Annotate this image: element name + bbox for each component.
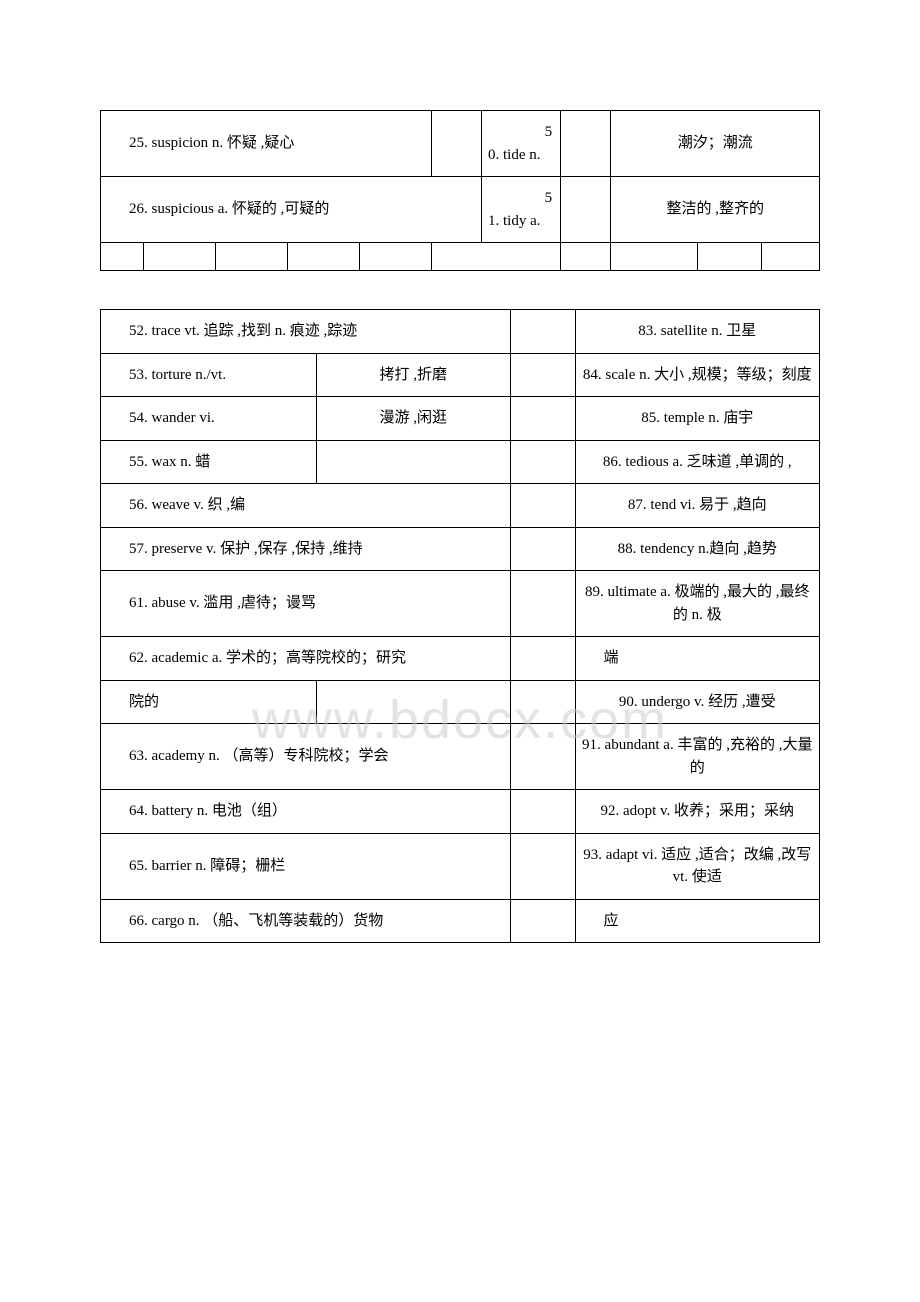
empty-cell — [561, 111, 611, 177]
vocab-cell: 66. cargo n. （船、飞机等装载的）货物 — [101, 899, 511, 943]
empty-cell — [561, 177, 611, 243]
vocab-cell: 89. ultimate a. 极端的 ,最大的 ,最终的 n. 极 — [575, 571, 819, 637]
vocab-cell: 88. tendency n.趋向 ,趋势 — [575, 527, 819, 571]
empty-cell — [510, 484, 575, 528]
vocab-cell: 84. scale n. 大小 ,规模；等级；刻度 — [575, 353, 819, 397]
vocab-cell: 5 0. tide n. — [482, 111, 561, 177]
vocab-cell: 90. undergo v. 经历 ,遭受 — [575, 680, 819, 724]
empty-cell — [510, 637, 575, 681]
empty-cell — [359, 243, 431, 271]
vocab-cell: 62. academic a. 学术的；高等院校的；研究 — [101, 637, 511, 681]
empty-cell — [510, 527, 575, 571]
empty-cell — [510, 833, 575, 899]
vocab-cell: 院的 — [101, 680, 317, 724]
empty-cell — [431, 111, 481, 177]
empty-cell — [431, 243, 560, 271]
vocab-cell: 57. preserve v. 保护 ,保存 ,保持 ,维持 — [101, 527, 511, 571]
table-row: 54. wander vi. 漫游 ,闲逛 85. temple n. 庙宇 — [101, 397, 820, 441]
vocab-cell: 整洁的 ,整齐的 — [611, 177, 820, 243]
table-row: 52. trace vt. 追踪 ,找到 n. 痕迹 ,踪迹 83. satel… — [101, 310, 820, 354]
empty-cell — [510, 790, 575, 834]
vocab-cell: 85. temple n. 庙宇 — [575, 397, 819, 441]
empty-cell — [216, 243, 288, 271]
vocab-cell: 潮汐；潮流 — [611, 111, 820, 177]
table-row: 53. torture n./vt. 拷打 ,折磨 84. scale n. 大… — [101, 353, 820, 397]
vocab-cell — [316, 440, 510, 484]
table-row — [101, 243, 820, 271]
table-row: 57. preserve v. 保护 ,保存 ,保持 ,维持 88. tende… — [101, 527, 820, 571]
empty-cell — [611, 243, 697, 271]
table-row: 院的 90. undergo v. 经历 ,遭受 — [101, 680, 820, 724]
word-text: 1. tidy a. — [488, 210, 554, 233]
vocab-cell: 65. barrier n. 障碍；栅栏 — [101, 833, 511, 899]
empty-cell — [510, 397, 575, 441]
vocab-cell: 53. torture n./vt. — [101, 353, 317, 397]
vocab-cell: 87. tend vi. 易于 ,趋向 — [575, 484, 819, 528]
vocab-table-2: 52. trace vt. 追踪 ,找到 n. 痕迹 ,踪迹 83. satel… — [100, 309, 820, 943]
empty-cell — [510, 571, 575, 637]
empty-cell — [510, 899, 575, 943]
empty-cell — [101, 243, 144, 271]
empty-cell — [510, 440, 575, 484]
table-row: 63. academy n. （高等）专科院校；学会 91. abundant … — [101, 724, 820, 790]
vocab-cell: 55. wax n. 蜡 — [101, 440, 317, 484]
table-row: 56. weave v. 织 ,编 87. tend vi. 易于 ,趋向 — [101, 484, 820, 528]
empty-cell — [510, 353, 575, 397]
empty-cell — [144, 243, 216, 271]
table-row: 62. academic a. 学术的；高等院校的；研究 端 — [101, 637, 820, 681]
vocab-cell: 54. wander vi. — [101, 397, 317, 441]
vocab-cell: 应 — [575, 899, 819, 943]
vocab-cell: 漫游 ,闲逛 — [316, 397, 510, 441]
num-text: 5 — [488, 187, 554, 210]
vocab-cell: 52. trace vt. 追踪 ,找到 n. 痕迹 ,踪迹 — [101, 310, 511, 354]
empty-cell — [561, 243, 611, 271]
vocab-cell: 91. abundant a. 丰富的 ,充裕的 ,大量的 — [575, 724, 819, 790]
vocab-cell: 5 1. tidy a. — [482, 177, 561, 243]
vocab-cell: 86. tedious a. 乏味道 ,单调的 , — [575, 440, 819, 484]
vocab-table-1: 25. suspicion n. 怀疑 ,疑心 5 0. tide n. 潮汐；… — [100, 110, 820, 271]
empty-cell — [697, 243, 762, 271]
vocab-cell: 64. battery n. 电池（组） — [101, 790, 511, 834]
table-row: 65. barrier n. 障碍；栅栏 93. adapt vi. 适应 ,适… — [101, 833, 820, 899]
vocab-cell — [316, 680, 510, 724]
vocab-cell: 83. satellite n. 卫星 — [575, 310, 819, 354]
table-row: 55. wax n. 蜡 86. tedious a. 乏味道 ,单调的 , — [101, 440, 820, 484]
vocab-cell: 93. adapt vi. 适应 ,适合；改编 ,改写 vt. 使适 — [575, 833, 819, 899]
table-row: 66. cargo n. （船、飞机等装载的）货物 应 — [101, 899, 820, 943]
vocab-cell: 端 — [575, 637, 819, 681]
empty-cell — [510, 724, 575, 790]
table-row: 64. battery n. 电池（组） 92. adopt v. 收养；采用；… — [101, 790, 820, 834]
vocab-cell: 63. academy n. （高等）专科院校；学会 — [101, 724, 511, 790]
empty-cell — [762, 243, 820, 271]
vocab-cell: 25. suspicion n. 怀疑 ,疑心 — [101, 111, 432, 177]
empty-cell — [287, 243, 359, 271]
vocab-cell: 61. abuse v. 滥用 ,虐待；谩骂 — [101, 571, 511, 637]
vocab-cell: 26. suspicious a. 怀疑的 ,可疑的 — [101, 177, 482, 243]
empty-cell — [510, 680, 575, 724]
vocab-cell: 拷打 ,折磨 — [316, 353, 510, 397]
vocab-cell: 92. adopt v. 收养；采用；采纳 — [575, 790, 819, 834]
word-text: 0. tide n. — [488, 144, 554, 167]
num-text: 5 — [488, 121, 554, 144]
vocab-cell: 56. weave v. 织 ,编 — [101, 484, 511, 528]
table-row: 61. abuse v. 滥用 ,虐待；谩骂 89. ultimate a. 极… — [101, 571, 820, 637]
table-row: 26. suspicious a. 怀疑的 ,可疑的 5 1. tidy a. … — [101, 177, 820, 243]
table-row: 25. suspicion n. 怀疑 ,疑心 5 0. tide n. 潮汐；… — [101, 111, 820, 177]
empty-cell — [510, 310, 575, 354]
